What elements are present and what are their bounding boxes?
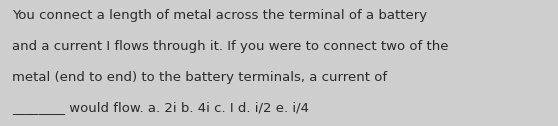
Text: ________ would flow. a. 2i b. 4i c. I d. i/2 e. i/4: ________ would flow. a. 2i b. 4i c. I d.…	[12, 101, 309, 114]
Text: metal (end to end) to the battery terminals, a current of: metal (end to end) to the battery termin…	[12, 71, 387, 84]
Text: and a current I flows through it. If you were to connect two of the: and a current I flows through it. If you…	[12, 40, 449, 53]
Text: You connect a length of metal across the terminal of a battery: You connect a length of metal across the…	[12, 9, 427, 22]
